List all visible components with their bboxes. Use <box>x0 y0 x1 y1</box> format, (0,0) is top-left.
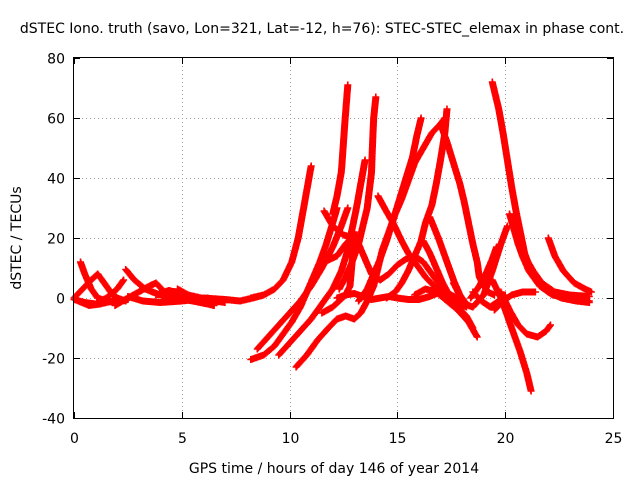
plot-frame <box>73 57 614 419</box>
y-tick-label: 0 <box>56 292 65 308</box>
series-19 <box>329 81 352 218</box>
chart-title: dSTEC Iono. truth (savo, Lon=321, Lat=-1… <box>20 21 624 37</box>
series-24 <box>355 114 425 305</box>
data-series <box>70 78 595 395</box>
series-36-markers <box>510 210 593 300</box>
series-40 <box>490 288 539 314</box>
series-9 <box>152 287 212 305</box>
series-40-markers <box>490 288 539 314</box>
series-37 <box>544 234 595 296</box>
series-18-markers <box>320 231 358 266</box>
series-34-markers <box>488 78 593 305</box>
y-tick-label: 40 <box>47 172 65 188</box>
series-22-markers <box>335 93 380 293</box>
y-axis-label: dSTEC / TECUs <box>9 186 25 289</box>
series-11-markers <box>247 162 315 302</box>
series-29-markers <box>411 285 481 341</box>
x-tick-label: 0 <box>70 431 79 447</box>
series-29 <box>411 285 481 341</box>
x-tick-label: 10 <box>282 431 300 447</box>
y-tick-label: 60 <box>47 112 65 128</box>
x-tick-label: 15 <box>389 431 407 447</box>
x-axis-label: GPS time / hours of day 146 of year 2014 <box>189 461 479 477</box>
y-tick-label: 20 <box>47 232 65 248</box>
x-tick-label: 5 <box>178 431 187 447</box>
series-37-markers <box>544 234 595 296</box>
series-36 <box>510 210 593 300</box>
x-tick-label: 20 <box>497 431 515 447</box>
series-22 <box>335 93 380 293</box>
axis-ticks: -40 -20 0 20 40 60 80 0 5 10 15 20 25 <box>42 52 622 448</box>
y-tick-label: -40 <box>42 412 65 428</box>
series-9-markers <box>152 287 212 305</box>
series-24-markers <box>355 114 425 305</box>
series-34 <box>488 78 593 305</box>
series-19-markers <box>329 81 352 218</box>
series-18 <box>320 231 358 266</box>
y-tick-label: -20 <box>42 352 65 368</box>
y-tick-label: 80 <box>47 52 65 68</box>
series-11 <box>247 162 315 302</box>
x-tick-label: 25 <box>605 431 623 447</box>
